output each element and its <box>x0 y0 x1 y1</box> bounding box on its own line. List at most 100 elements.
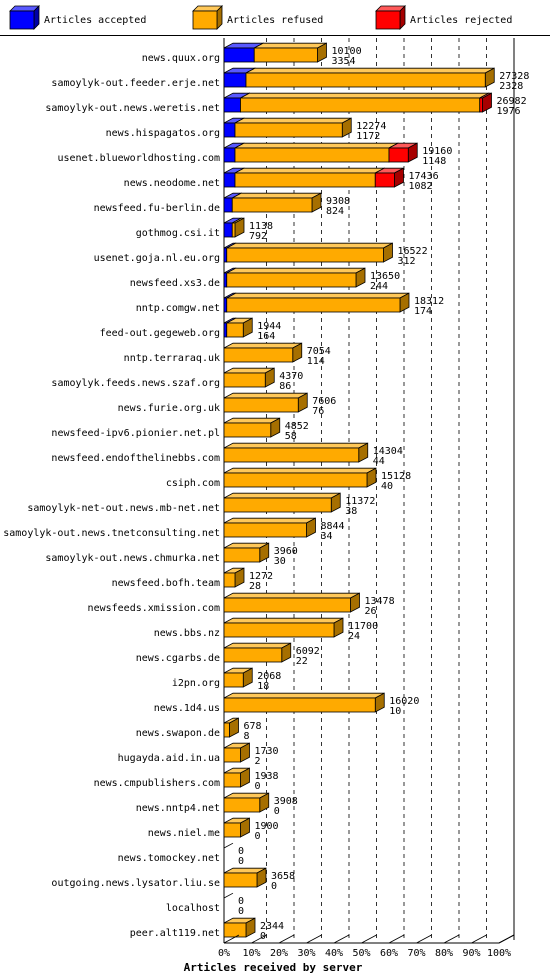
x-axis-label: Articles received by server <box>184 961 363 974</box>
category-label: newsfeed.fu-berlin.de <box>94 203 220 214</box>
value-label-secondary: 0 <box>238 856 244 867</box>
legend-label: Articles accepted <box>44 15 146 26</box>
value-label-total: 2344 <box>260 921 284 932</box>
category-label: samoylyk-out.news.chmurka.net <box>45 553 220 564</box>
value-label-total: 11700 <box>348 621 378 632</box>
category-label: news.quux.org <box>142 53 220 64</box>
bar-refused <box>223 867 267 888</box>
value-label-secondary: 0 <box>255 781 261 792</box>
legend-swatch <box>375 5 406 30</box>
value-label-total: 7606 <box>312 396 336 407</box>
bar-row <box>223 292 410 313</box>
value-label-total: 4852 <box>285 421 309 432</box>
value-label-total: 0 <box>238 846 244 857</box>
legend-swatch <box>9 5 40 30</box>
category-label: news.tomockey.net <box>118 853 220 864</box>
x-tick <box>443 934 460 944</box>
category-label: samoylyk-out.feeder.erje.net <box>51 78 220 89</box>
x-tick-label: 60% <box>380 948 398 959</box>
category-label: newsfeed.endofthelinebbs.com <box>51 453 220 464</box>
category-labels: news.quux.org samoylyk-out.feeder.erje.ne… <box>3 53 220 939</box>
bar-refused <box>223 817 250 838</box>
value-label-secondary: 76 <box>312 406 324 417</box>
bar-refused <box>223 767 250 788</box>
bar-row <box>223 692 385 713</box>
bar-refused <box>223 917 256 938</box>
value-label-secondary: 1976 <box>497 106 521 117</box>
value-label-total: 3658 <box>271 871 295 882</box>
category-label: localhost <box>166 903 220 914</box>
value-label-total: 0 <box>238 896 244 907</box>
bar-row <box>223 817 250 838</box>
bar-row <box>223 392 308 413</box>
category-label: samoylyk-out.news.tnetconsulting.net <box>3 528 220 539</box>
category-label: news.swapon.de <box>136 728 220 739</box>
value-label-secondary: 86 <box>279 381 291 392</box>
bar-refused <box>223 692 385 713</box>
bar-refused <box>223 492 341 513</box>
x-axis: 0% 10% 20% 30% 40% 50% 60% 70% 80% 90% 100% <box>218 934 515 959</box>
x-tick <box>471 934 487 944</box>
value-label-secondary: 2 <box>255 756 261 767</box>
bar-row <box>223 517 316 538</box>
bar-refused <box>223 517 316 538</box>
value-label-secondary: 3354 <box>332 56 356 67</box>
bar-refused <box>226 267 366 288</box>
value-label-secondary: 40 <box>381 481 393 492</box>
legend-item: Articles accepted <box>9 5 146 30</box>
value-label-total: 15128 <box>381 471 411 482</box>
bar-row <box>223 742 250 763</box>
value-label-secondary: 0 <box>255 831 261 842</box>
bar-row <box>223 417 281 438</box>
category-label: news.furie.org.uk <box>118 403 220 414</box>
bar-refused <box>223 542 270 563</box>
value-label-total: 18312 <box>414 296 444 307</box>
bars <box>223 42 495 938</box>
value-label-secondary: 30 <box>274 556 286 567</box>
value-label-secondary: 0 <box>238 906 244 917</box>
value-label-secondary: 312 <box>398 256 416 267</box>
legend-item: Articles rejected <box>375 5 512 30</box>
bar-refused <box>223 642 292 663</box>
category-label: outgoing.news.lysator.liu.se <box>51 878 220 889</box>
x-tick <box>333 934 350 944</box>
category-label: news.cmpublishers.com <box>94 778 220 789</box>
x-tick <box>388 934 405 944</box>
value-label-secondary: 114 <box>307 356 325 367</box>
bar-refused <box>231 192 322 213</box>
bar-refused <box>223 417 281 438</box>
x-tick <box>361 934 377 944</box>
bar-row <box>223 792 270 813</box>
x-tick <box>223 934 240 944</box>
value-label-secondary: 10 <box>389 706 401 717</box>
bar-refused <box>226 317 253 338</box>
x-tick-label: 40% <box>325 948 343 959</box>
value-label-total: 8844 <box>321 521 345 532</box>
value-label-total: 13478 <box>365 596 395 607</box>
value-label-secondary: 34 <box>321 531 333 542</box>
value-label-total: 19160 <box>422 146 452 157</box>
category-label: usenet.blueworldhosting.com <box>57 153 220 164</box>
category-label: news.neodome.net <box>124 178 220 189</box>
bar-refused <box>223 792 270 813</box>
legend-label: Articles rejected <box>410 15 512 26</box>
legend-item: Articles refused <box>192 5 323 30</box>
category-label: nntp.terraraq.uk <box>124 353 220 364</box>
grid <box>223 38 515 943</box>
bar-row <box>223 467 377 488</box>
bar-refused <box>223 467 377 488</box>
category-label: samoylyk-net-out.news.mb-net.net <box>27 503 220 514</box>
bar-refused <box>223 567 245 588</box>
bar-row <box>223 67 495 88</box>
bar-row <box>223 617 344 638</box>
bar-refused <box>223 742 250 763</box>
value-label-secondary: 244 <box>370 281 388 292</box>
bar-refused <box>234 117 352 138</box>
bar-refused <box>223 367 275 388</box>
bar-rejected <box>479 92 492 113</box>
x-tick-label: 70% <box>407 948 425 959</box>
bar-refused <box>223 667 253 688</box>
category-label: news.nntp4.net <box>136 803 220 814</box>
bar-refused <box>234 167 385 188</box>
